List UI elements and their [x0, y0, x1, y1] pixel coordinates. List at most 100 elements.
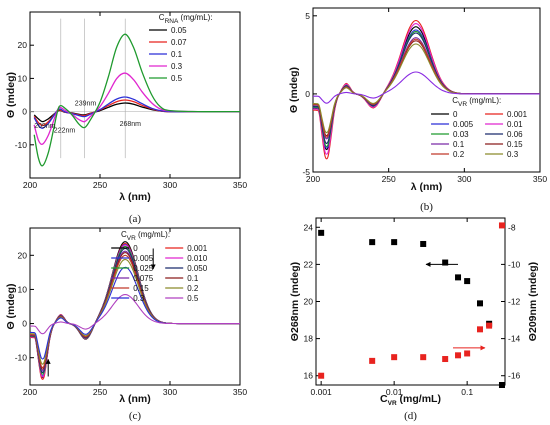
d-point-black — [318, 229, 325, 236]
b-legend-title-sub: VR — [458, 101, 467, 108]
c-legend-title: CVR (mg/mL): — [121, 230, 170, 242]
b-legend-label: 0.06 — [507, 130, 523, 139]
d-plot-frame — [315, 217, 506, 386]
b-legend-label: 0.001 — [507, 110, 528, 119]
c-legend-label: 0.001 — [187, 244, 208, 253]
a-legend-label: 0.1 — [171, 50, 183, 59]
a-annotation: 239nm — [75, 101, 97, 108]
d-ytick-label: 20 — [304, 297, 314, 307]
b-legend-label: 0.03 — [453, 130, 469, 139]
a-ytick-label: -10 — [15, 140, 28, 150]
d-point-black — [498, 382, 505, 388]
c-legend-label: 0.15 — [133, 284, 149, 293]
d-xlabel-tail: (mg/mL) — [397, 393, 441, 405]
c-legend-title-main: C — [121, 230, 127, 239]
b-series-line-10 — [313, 71, 540, 104]
a-ytick-label: 20 — [18, 40, 28, 50]
d-point-black — [391, 239, 398, 246]
c-legend-label: 0.3 — [133, 294, 145, 303]
c-legend-label: 0.5 — [187, 294, 199, 303]
d-xtick-label: 0.01 — [386, 387, 403, 397]
c-legend-label: 0.050 — [187, 264, 208, 273]
d-ytick-label: 18 — [304, 334, 314, 344]
a-legend-label: 0.3 — [171, 62, 183, 71]
a-series-line-3 — [33, 72, 241, 145]
a-legend-title-sub: RNA — [165, 18, 179, 25]
d-ytick-label: 24 — [304, 222, 314, 232]
b-ytick-label: -5 — [302, 167, 310, 177]
c-legend-label: 0.010 — [187, 254, 208, 263]
d-point-red — [455, 352, 462, 359]
d-ytick-label: 16 — [304, 371, 314, 381]
b-xtick-label: 200 — [306, 174, 320, 184]
b-legend-title-main: C — [452, 96, 458, 105]
c-legend-label: 0.1 — [187, 274, 199, 283]
d-point-black — [477, 300, 484, 307]
a-ytick-label: 0 — [22, 107, 27, 117]
chart-panel-d: 0.001 0.01 0.1 16 18 20 22 24 -8 -10 -12 -14 -16 Θ268… — [289, 217, 539, 422]
d-point-black — [464, 278, 471, 285]
d-ytick-label-right: -10 — [508, 259, 521, 269]
c-ylabel: Θ (mdeg) — [5, 283, 17, 329]
d-caption: (d) — [404, 410, 417, 422]
c-caption: (c) — [129, 410, 142, 422]
b-series-line-9 — [312, 43, 540, 134]
b-plot-frame — [312, 7, 541, 173]
b-legend-label: 0.15 — [507, 140, 523, 149]
d-xtick-label: 0.001 — [311, 387, 333, 397]
b-legend-label: 0.3 — [507, 150, 519, 159]
c-legend-label: 0.075 — [133, 274, 154, 283]
d-point-red — [498, 222, 505, 229]
a-xtick-label: 250 — [93, 180, 107, 190]
c-plot-frame — [29, 227, 241, 386]
c-xlabel: λ (nm) — [119, 393, 151, 405]
d-xlabel-main: C — [380, 393, 388, 405]
a-series-line-2 — [33, 96, 240, 129]
a-caption: (a) — [129, 213, 142, 225]
d-ytick-label-right: -12 — [508, 297, 521, 307]
a-xtick-label: 300 — [163, 180, 177, 190]
d-xtick-label: 0.1 — [461, 387, 473, 397]
d-point-red — [420, 354, 427, 361]
d-ytick-label-right: -14 — [508, 334, 521, 344]
d-xlabel: CVR (mg/mL) — [380, 393, 441, 407]
d-ytick-label: 22 — [304, 259, 314, 269]
d-point-black — [442, 259, 449, 266]
d-point-red — [369, 357, 376, 364]
d-point-red — [486, 322, 493, 329]
b-legend-label: 0.2 — [453, 150, 465, 159]
c-legend-title-sub: VR — [127, 235, 136, 242]
a-annotation: 268nm — [120, 121, 142, 128]
b-legend-label: 0 — [453, 110, 458, 119]
c-ytick-label: -10 — [15, 353, 28, 363]
b-legend-title: CVR (mg/mL): — [452, 96, 501, 108]
c-xtick-label: 250 — [93, 387, 107, 397]
d-point-red — [477, 326, 484, 333]
a-xlabel: λ (nm) — [119, 191, 151, 203]
c-legend-label: 0.005 — [133, 254, 154, 263]
a-annotation: 222nm — [54, 128, 76, 135]
d-point-black — [455, 274, 462, 281]
c-xtick-label: 350 — [233, 387, 247, 397]
a-ytick-label: 10 — [18, 73, 28, 83]
a-legend-label: 0.5 — [171, 74, 183, 83]
a-legend-label: 0.05 — [171, 26, 187, 35]
d-point-red — [442, 356, 449, 363]
a-series-line-4 — [33, 33, 241, 167]
b-xtick-label: 350 — [533, 174, 547, 184]
b-legend-label: 0.1 — [453, 140, 465, 149]
c-legend-label: 0.025 — [133, 264, 154, 273]
c-legend-title-tail: (mg/mL): — [136, 230, 170, 239]
d-point-red — [318, 372, 325, 379]
c-legend-label: 0.2 — [187, 284, 199, 293]
b-legend-label: 0.01 — [507, 120, 523, 129]
b-legend-label: 0.005 — [453, 120, 474, 129]
b-xtick-label: 300 — [457, 174, 471, 184]
c-xtick-label: 300 — [163, 387, 177, 397]
b-caption: (b) — [420, 201, 433, 213]
b-xtick-label: 250 — [382, 174, 396, 184]
d-ylabel-left: Θ268nm (mdeg) — [289, 262, 301, 341]
d-ylabel-right: Θ209nm (mdeg) — [527, 262, 539, 341]
